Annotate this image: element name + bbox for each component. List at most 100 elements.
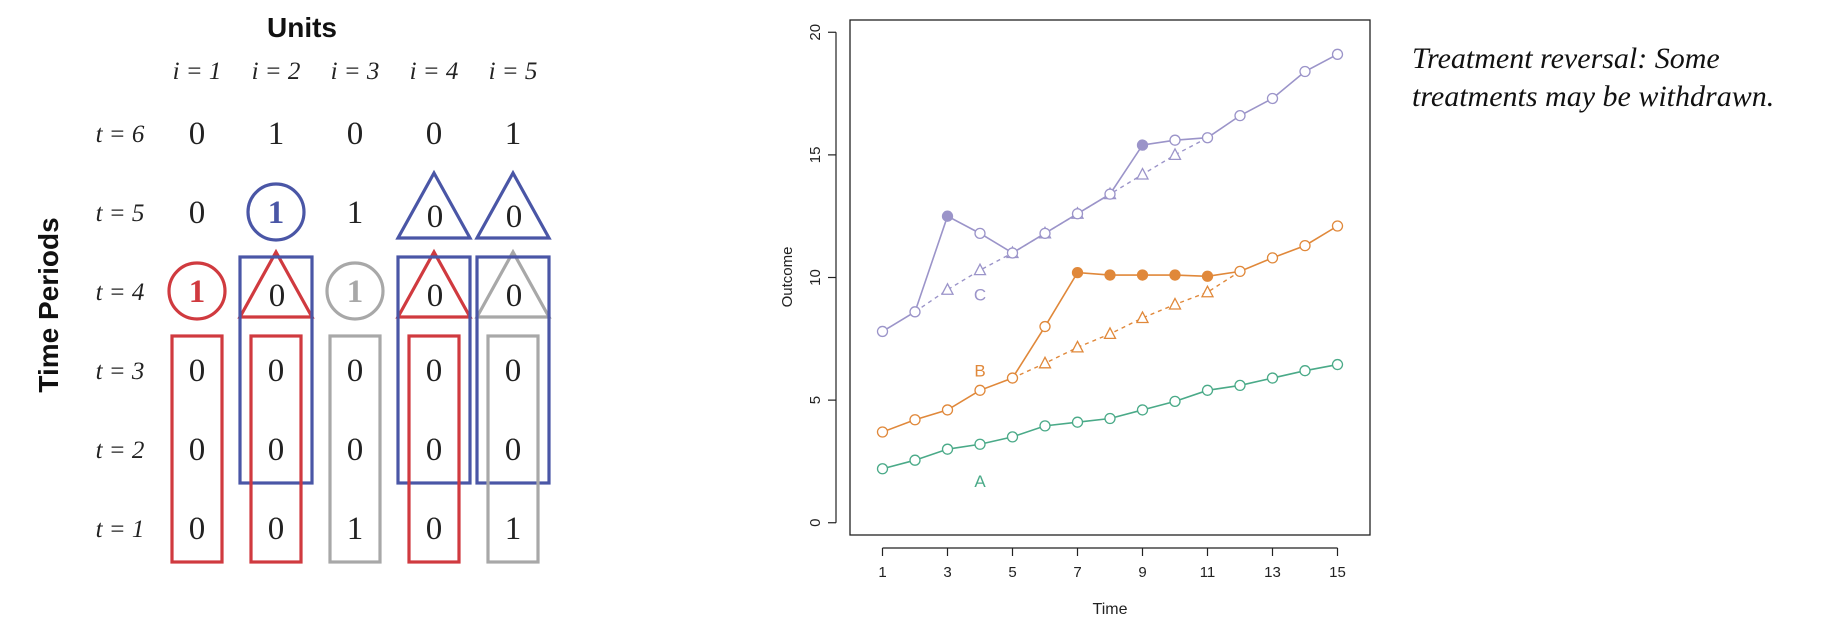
matrix-cell: 0: [268, 353, 285, 389]
observed-point: [876, 325, 889, 338]
observed-point: [909, 306, 921, 318]
matrix-cell: 0: [189, 432, 206, 468]
plot-frame: [849, 19, 1371, 536]
window-rect: [486, 334, 540, 564]
matrix-cell: 0: [189, 116, 206, 152]
matrix-cell: 0: [189, 511, 206, 547]
observed-point: [941, 443, 954, 455]
observed-point: [1266, 372, 1279, 384]
observed-point: [1299, 65, 1311, 78]
matrix-cell: 1: [189, 274, 206, 310]
observed-point: [876, 426, 889, 438]
observed-point: [974, 384, 986, 396]
observed-point: [974, 438, 986, 450]
matrix-cell: 0: [427, 278, 444, 314]
counterfactual-point: [973, 262, 987, 276]
observed-point: [1071, 416, 1084, 428]
matrix-cell: 0: [426, 353, 443, 389]
y-tick-label: 15: [807, 147, 824, 164]
series-C: C: [876, 48, 1344, 338]
observed-point: [909, 414, 921, 426]
time-label: t = 3: [96, 358, 145, 385]
counterfactual-point: [1135, 310, 1150, 324]
treated-circle: [246, 182, 306, 242]
matrix-cell: 0: [426, 116, 443, 152]
time-label: t = 6: [96, 121, 145, 148]
matrix-cell: 0: [427, 199, 444, 235]
treated-point: [1169, 269, 1181, 281]
counterfactual-point: [1135, 167, 1150, 180]
observed-point: [1104, 188, 1116, 200]
unit-label: i = 5: [489, 58, 538, 85]
reversal-triangle: [395, 169, 473, 240]
series-label: A: [974, 472, 986, 491]
matrix-cell: 0: [189, 195, 206, 231]
matrix-cell: 0: [347, 432, 364, 468]
time-label: t = 2: [96, 437, 145, 464]
x-axis-label: Time: [1093, 601, 1128, 618]
treated-point: [1201, 270, 1214, 282]
window-rect: [407, 334, 461, 564]
reversal-triangle: [395, 248, 473, 319]
observed-point: [1331, 358, 1344, 371]
treated-point: [1136, 139, 1149, 151]
observed-point: [1266, 92, 1279, 105]
window-rect: [170, 334, 224, 564]
observed-point: [1201, 384, 1214, 396]
observed-point: [1006, 372, 1019, 384]
series-label: B: [974, 362, 985, 381]
unit-label: i = 3: [331, 58, 380, 85]
observed-point: [1234, 265, 1246, 278]
time-label: t = 4: [96, 279, 145, 306]
matrix-cell: 1: [505, 116, 522, 152]
observed-point: [1201, 132, 1214, 144]
x-tick-label: 7: [1073, 564, 1081, 581]
matrix-title: Units: [267, 12, 337, 43]
observed-point: [1039, 320, 1051, 333]
observed-point: [1299, 365, 1311, 377]
matrix-cell: 0: [426, 432, 443, 468]
x-tick-label: 1: [878, 564, 886, 581]
treated-point: [1071, 266, 1084, 279]
counterfactual-line: [1012, 270, 1241, 379]
matrix-cell: 0: [269, 278, 286, 314]
matrix-cell: 0: [505, 432, 522, 468]
y-tick-label: 20: [807, 24, 824, 41]
counterfactual-point: [1070, 339, 1085, 353]
series-A: A: [876, 358, 1344, 491]
observed-point: [1039, 420, 1051, 432]
observed-point: [1136, 404, 1149, 416]
y-axis-label: Outcome: [779, 247, 796, 308]
y-tick-label: 5: [807, 396, 824, 404]
counterfactual-point: [1038, 355, 1052, 369]
observed-point: [1006, 431, 1019, 443]
counterfactual-point: [1103, 326, 1117, 340]
matrix-cell: 1: [347, 274, 364, 310]
time-label: t = 1: [96, 516, 145, 543]
x-tick-label: 5: [1008, 564, 1016, 581]
matrix-cell: 0: [505, 353, 522, 389]
window-rect: [328, 334, 382, 564]
x-tick-label: 9: [1138, 564, 1146, 581]
observed-point: [1234, 379, 1246, 392]
treated-point: [1136, 269, 1149, 281]
x-tick-label: 3: [943, 564, 951, 581]
observed-point: [1331, 220, 1344, 232]
matrix-cell: 0: [506, 199, 523, 235]
matrix-cell: 0: [347, 353, 364, 389]
window-rect: [396, 255, 472, 485]
counterfactual-line: [914, 137, 1208, 313]
matrix-y-label: Time Periods: [33, 217, 64, 392]
observed-point: [1234, 109, 1246, 122]
unit-label: i = 4: [410, 58, 459, 85]
observed-point: [974, 227, 986, 240]
matrix-cell: 0: [426, 511, 443, 547]
window-rect: [475, 255, 551, 485]
matrix-cell: 0: [506, 278, 523, 314]
series-label: C: [974, 286, 986, 305]
observed-point: [909, 454, 921, 466]
caption: Treatment reversal: Some treatments may …: [1412, 42, 1775, 113]
matrix-cell: 1: [268, 195, 285, 231]
y-tick-label: 10: [807, 269, 824, 286]
